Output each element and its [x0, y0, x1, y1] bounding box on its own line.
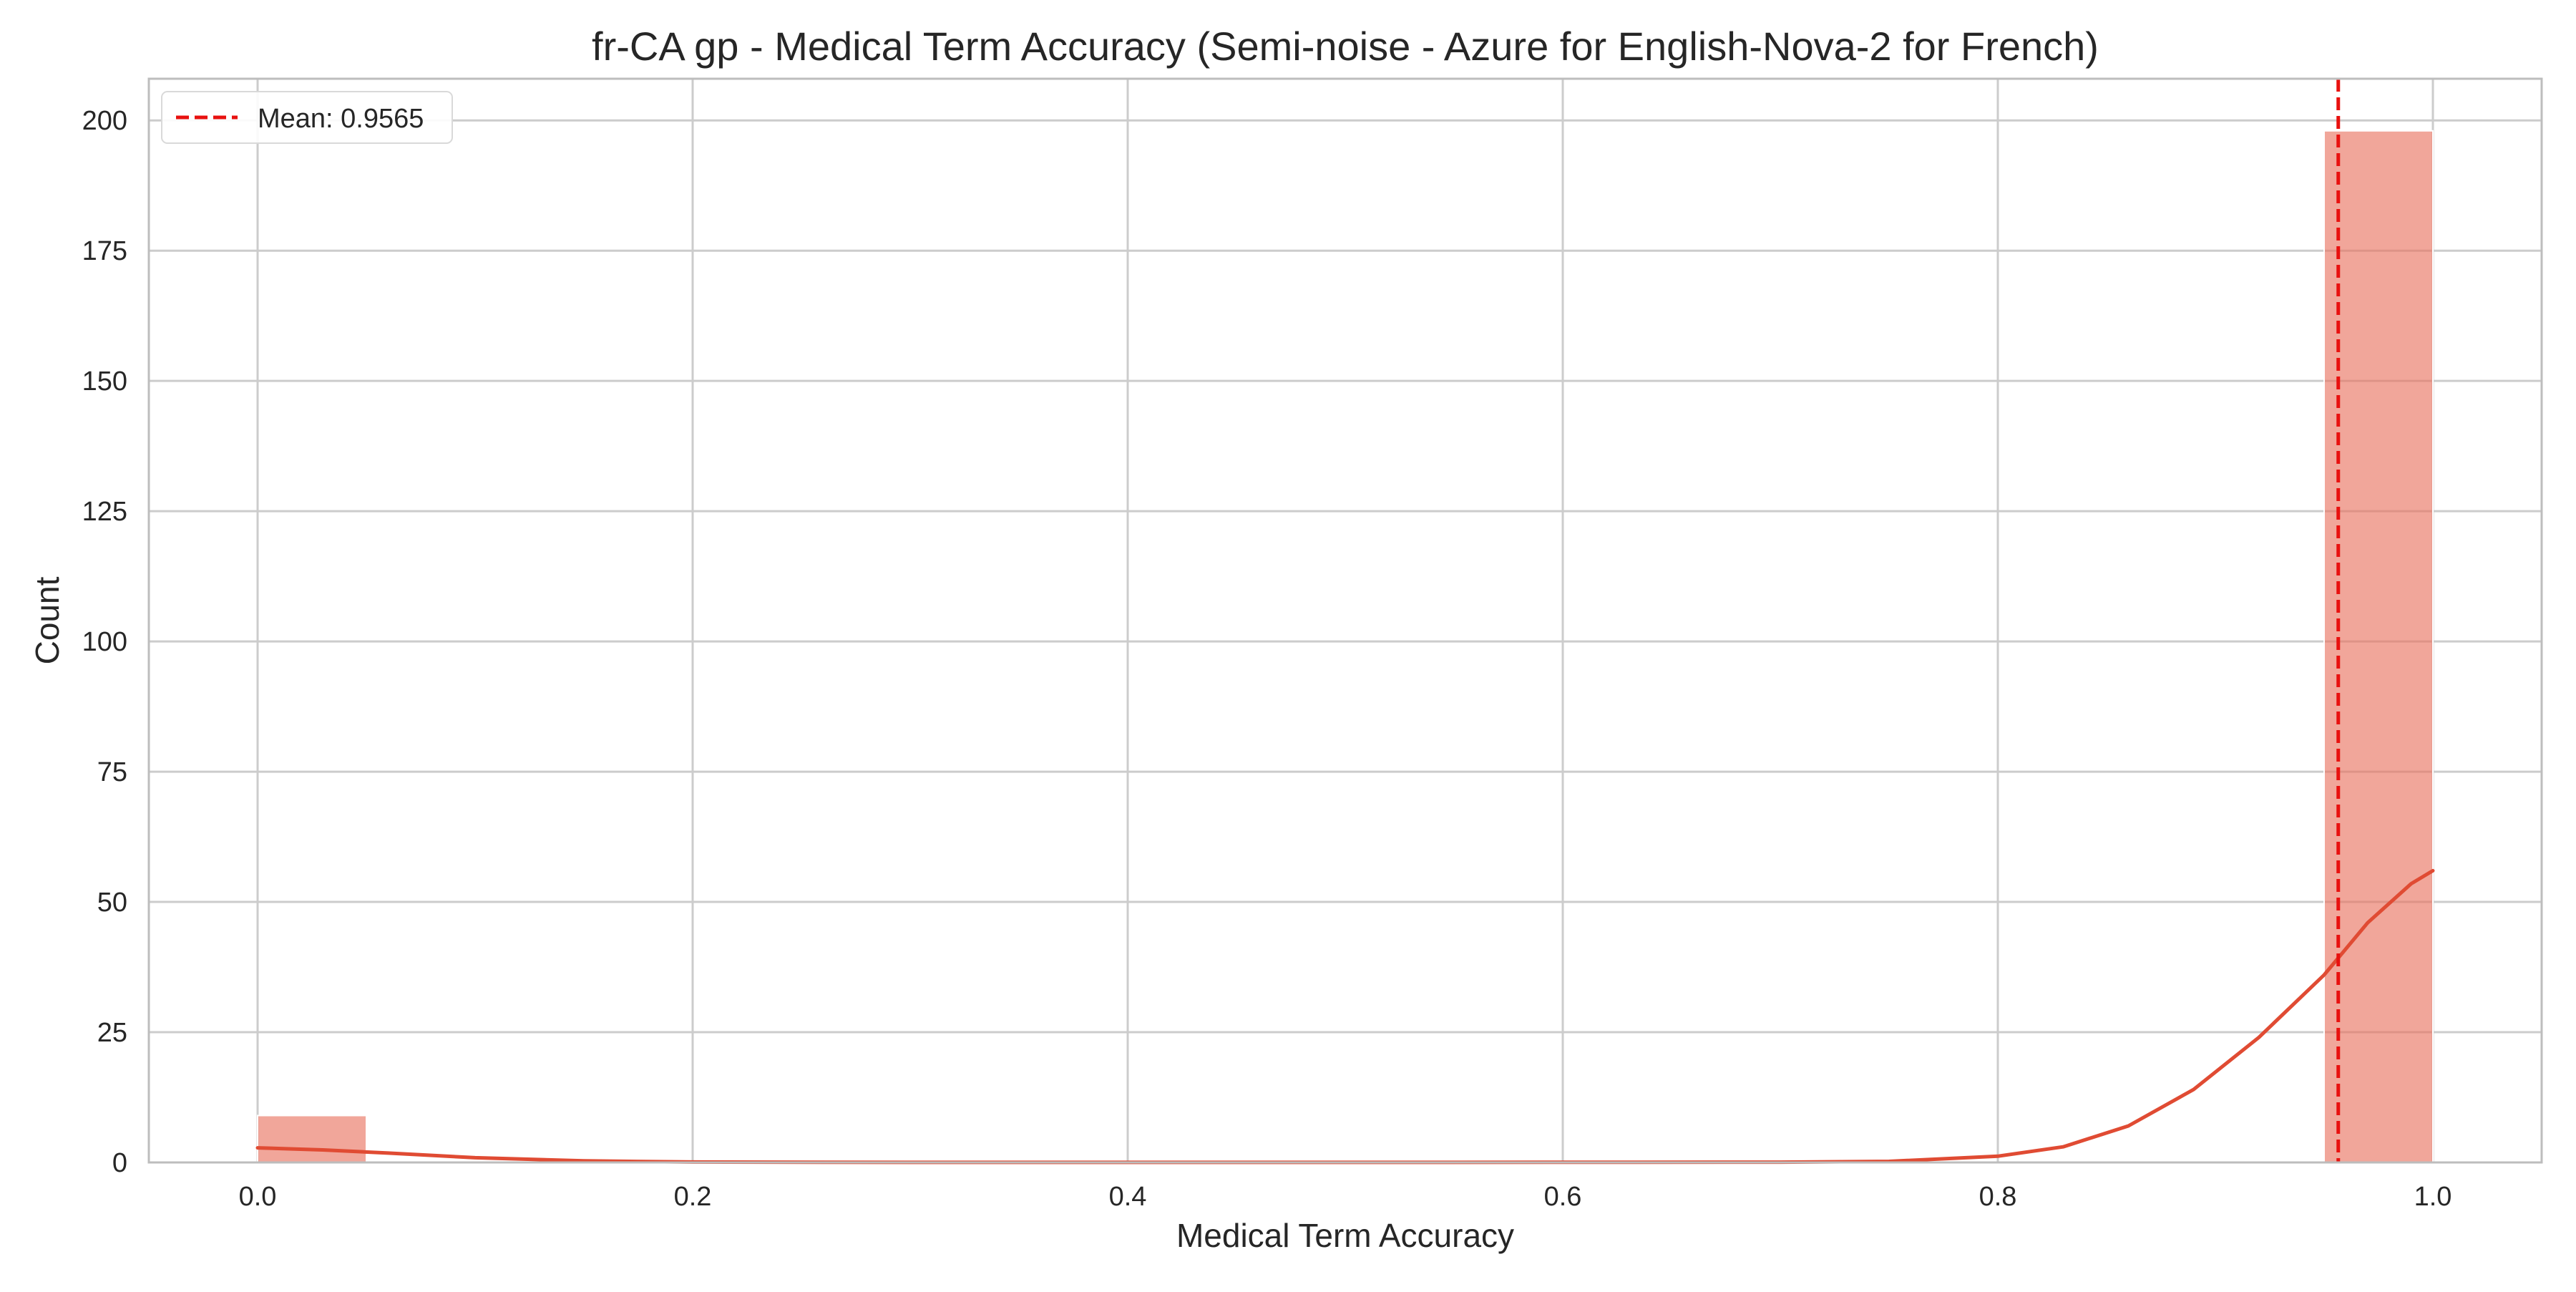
y-tick-label: 100	[82, 627, 127, 657]
y-tick-label: 75	[97, 757, 127, 787]
x-tick-label: 0.2	[674, 1182, 712, 1212]
y-tick-label: 125	[82, 497, 127, 527]
y-tick-label: 25	[97, 1018, 127, 1048]
y-tick-label: 50	[97, 888, 127, 918]
histogram-bar	[2323, 130, 2434, 1164]
y-tick-label: 200	[82, 106, 127, 136]
x-tick-label: 0.4	[1109, 1182, 1147, 1212]
x-tick-label: 1.0	[2414, 1182, 2452, 1212]
x-tick-label: 0.8	[1979, 1182, 2017, 1212]
x-tick-label: 0.0	[239, 1182, 277, 1212]
x-tick-label: 0.6	[1544, 1182, 1582, 1212]
y-tick-label: 175	[82, 236, 127, 266]
histogram-bar	[257, 1114, 367, 1163]
y-axis-label: Count	[29, 576, 66, 664]
chart-title: fr-CA gp - Medical Term Accuracy (Semi-n…	[592, 24, 2099, 69]
y-tick-label: 150	[82, 366, 127, 397]
bar-layer	[257, 130, 2434, 1164]
y-tick-label: 0	[112, 1148, 127, 1178]
legend: Mean: 0.9565	[161, 91, 453, 144]
tick-layer: 0.0 0.2 0.4 0.6 0.8 1.0 0 25 50 75 100 125 150 175 200	[82, 106, 2452, 1212]
x-axis-label: Medical Term Accuracy	[1176, 1217, 1514, 1254]
legend-box	[161, 91, 453, 144]
plot-frame	[147, 77, 2543, 1164]
legend-mean-label: Mean: 0.9565	[258, 104, 424, 134]
